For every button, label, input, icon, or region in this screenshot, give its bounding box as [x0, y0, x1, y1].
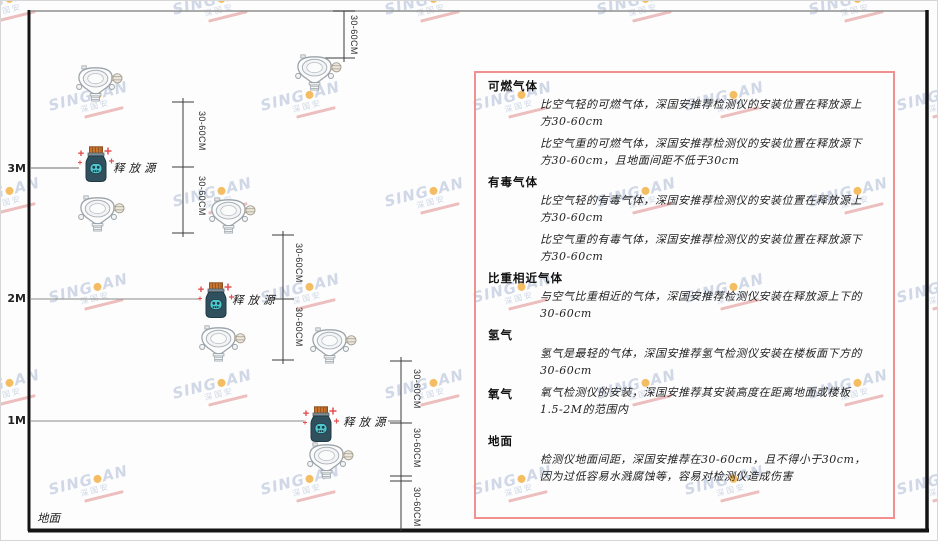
brand-dot-icon [640, 1, 651, 4]
dimension-label: 30-60CM [197, 111, 207, 151]
brand-dot-icon [428, 1, 439, 4]
dimension-label: 30-60CM [412, 487, 422, 527]
gas-detector-icon [307, 327, 357, 364]
height-label-3m: 3M [7, 162, 26, 175]
gas-detector-icon [304, 442, 354, 479]
dimension-label: 30-60CM [197, 176, 207, 216]
section-heading-oxygen: 氧气 [488, 387, 513, 401]
guideline-paragraph: 与空气比重相近的气体，深国安推荐检测仪安装在释放源上下的30-60cm [540, 290, 862, 320]
ground-label: 地面 [37, 511, 60, 525]
brand-dot-icon [4, 185, 15, 196]
brand-dot-icon [92, 281, 103, 292]
gas-detector-icon [73, 65, 123, 102]
section-heading-toxic-gas: 有毒气体 [488, 175, 538, 189]
gas-detector-icon [206, 197, 256, 234]
gas-detector-icon [196, 325, 246, 362]
guideline-paragraph: 比空气轻的有毒气体，深国安推荐检测仪的安装位置在释放源上方30-60cm [540, 194, 862, 224]
brand-dot-icon [304, 89, 315, 100]
gas-detector-icon [75, 195, 125, 232]
section-oxygen: 氧气 氧气检测仪的安装，深国安推荐其安装高度在距离地面或楼板1.5-2M的范围内 [476, 385, 893, 424]
guideline-paragraph: 氢气是最轻的气体，深国安推荐氢气检测仪安装在楼板面下方的30-60cm [540, 347, 862, 377]
height-label-2m: 2M [7, 292, 26, 305]
guidelines-panel: 可燃气体 比空气轻的可燃气体，深国安推荐检测仪的安装位置在释放源上方30-60c… [474, 71, 895, 519]
section-heading-ground: 地面 [488, 434, 513, 448]
guideline-paragraph: 比空气重的可燃气体，深国安推荐检测仪的安装位置在释放源下方30-60cm，且地面… [540, 137, 862, 167]
brand-dot-icon [304, 281, 315, 292]
release-source-label: 释放源 [343, 415, 390, 429]
guideline-paragraph: 氧气检测仪的安装，深国安推荐其安装高度在距离地面或楼板1.5-2M的范围内 [540, 386, 851, 416]
dimension-label: 30-60CM [294, 307, 304, 347]
guideline-paragraph: 比空气轻的可燃气体，深国安推荐检测仪的安装位置在释放源上方30-60cm [540, 98, 862, 128]
section-toxic-gas: 有毒气体 比空气轻的有毒气体，深国安推荐检测仪的安装位置在释放源上方30-60c… [476, 175, 893, 265]
section-heading-similar-density-gas: 比重相近气体 [488, 271, 563, 285]
brand-dot-icon [428, 377, 439, 388]
brand-dot-icon [216, 185, 227, 196]
release-source-label: 释放源 [232, 293, 279, 307]
release-source-icon [75, 145, 117, 183]
release-source-icon [300, 405, 342, 443]
guideline-paragraph: 比空气重的有毒气体，深国安推荐检测仪的安装位置在释放源下方30-60cm [540, 233, 862, 263]
brand-dot-icon [4, 1, 15, 4]
dimension-label: 30-60CM [294, 243, 304, 283]
section-hydrogen: 氢气 氢气是最轻的气体，深国安推荐氢气检测仪安装在楼板面下方的30-60cm [476, 328, 893, 379]
section-ground: 地面 检测仪地面间距，深国安推荐在30-60cm，且不得小于30cm，因为过低容… [476, 434, 893, 485]
dimension-label: 30-60CM [412, 369, 422, 409]
section-heading-combustible-gas: 可燃气体 [488, 79, 538, 93]
section-heading-hydrogen: 氢气 [488, 328, 513, 342]
section-similar-density-gas: 比重相近气体 与空气比重相近的气体，深国安推荐检测仪安装在释放源上下的30-60… [476, 271, 893, 322]
brand-dot-icon [4, 377, 15, 388]
brand-dot-icon [216, 377, 227, 388]
dimension-label: 30-60CM [412, 428, 422, 468]
section-combustible-gas: 可燃气体 比空气轻的可燃气体，深国安推荐检测仪的安装位置在释放源上方30-60c… [476, 79, 893, 169]
gas-detector-icon [292, 54, 342, 91]
release-source-label: 释放源 [113, 161, 160, 175]
brand-dot-icon [428, 185, 439, 196]
brand-dot-icon [92, 473, 103, 484]
guideline-paragraph: 检测仪地面间距，深国安推荐在30-60cm，且不得小于30cm，因为过低容易水溅… [540, 453, 866, 483]
release-source-icon [195, 281, 237, 319]
brand-dot-icon [216, 1, 227, 4]
height-label-1m: 1M [7, 414, 26, 427]
brand-dot-icon [852, 1, 863, 4]
dimension-label: 30-60CM [349, 15, 359, 55]
